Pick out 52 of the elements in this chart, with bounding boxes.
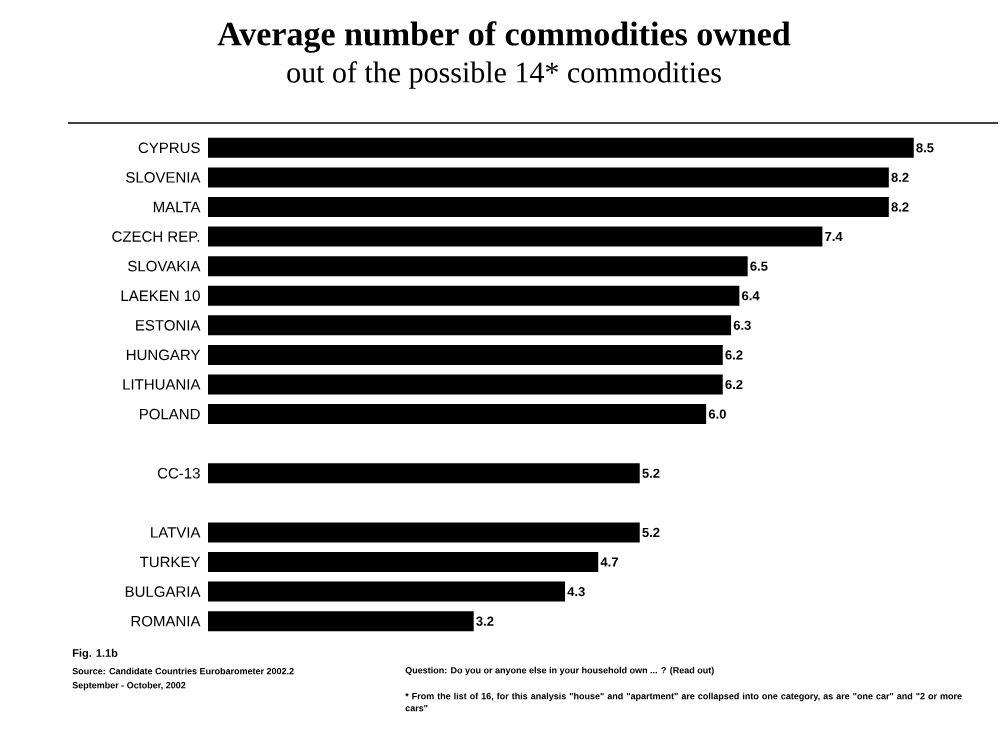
data-label: 8.2: [891, 172, 909, 182]
y-tick-label: CZECH REP.: [112, 231, 200, 242]
data-label: 4.7: [600, 557, 618, 567]
text: * From the list of 16, for this analysis "house" and "apartment" are collapsed into one category, as are "one car" and "2 or more cars": [405, 692, 962, 712]
bar: [208, 256, 748, 277]
bar: [208, 315, 732, 336]
bar: [208, 167, 889, 188]
y-tick-label: LITHUANIA: [123, 379, 201, 390]
bar: [208, 581, 566, 602]
bar: [208, 137, 914, 158]
y-tick-label: LATVIA: [151, 527, 201, 538]
bar: [208, 374, 723, 395]
data-label: 6.4: [742, 291, 760, 301]
bar: [208, 611, 474, 632]
bar: [208, 196, 889, 217]
bar: [208, 344, 723, 365]
data-label: 3.2: [476, 616, 494, 626]
bar: [208, 463, 640, 484]
y-tick-label: POLAND: [140, 408, 200, 420]
y-tick-label: CC-13: [157, 467, 200, 479]
data-label: 6.5: [750, 261, 768, 271]
data-label: 4.3: [567, 587, 585, 597]
text: September - October, 2002: [72, 681, 186, 691]
chart-subtitle: out of the possible 14* commodities: [287, 61, 721, 89]
y-tick-label: TURKEY: [139, 556, 201, 568]
data-label: 7.4: [825, 232, 843, 242]
data-label: 8.5: [916, 143, 934, 153]
text: Question: Do you or anyone else in your household own ... ? (Read out): [405, 666, 714, 676]
data-label: 5.2: [642, 468, 660, 478]
y-tick-label: CYPRUS: [138, 142, 200, 154]
y-tick-label: BULGARIA: [125, 586, 201, 597]
bar: [208, 522, 640, 543]
bar: [208, 552, 599, 573]
data-label: 8.2: [891, 202, 909, 212]
y-tick-label: MALTA: [153, 201, 201, 213]
caption: Fig. 1.1b: [72, 648, 118, 660]
bar: [208, 404, 707, 425]
y-tick-label: LAEKEN 10: [121, 290, 200, 302]
bar: [208, 285, 740, 306]
data-label: 6.2: [725, 350, 743, 360]
chart-title: Average number of commodities owned: [217, 21, 791, 53]
data-label: 6.0: [708, 409, 726, 419]
data-label: 6.3: [733, 320, 751, 330]
y-tick-label: HUNGARY: [126, 349, 201, 361]
source-note: Source: Candidate Countries Eurobarometer 2002.2: [72, 667, 294, 675]
y-tick-label: SLOVENIA: [126, 172, 201, 183]
data-label: 5.2: [642, 527, 660, 538]
y-tick-label: ESTONIA: [136, 320, 201, 331]
data-label: 6.2: [725, 379, 743, 390]
y-tick-label: ROMANIA: [131, 615, 201, 627]
y-tick-label: SLOVAKIA: [128, 260, 201, 272]
bar: [208, 226, 823, 247]
